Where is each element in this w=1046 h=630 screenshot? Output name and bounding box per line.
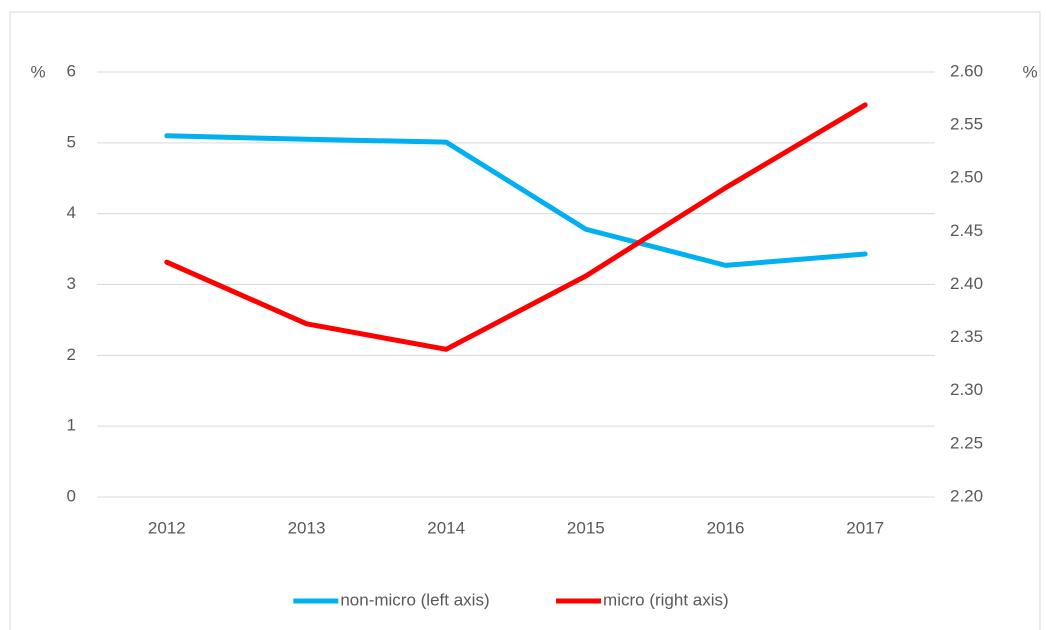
y-tick-label: 3 — [67, 274, 76, 293]
y-tick-label: 1 — [67, 416, 76, 435]
chart-border — [9, 11, 1041, 630]
y2-tick-label: 2.55 — [950, 115, 983, 134]
y2-tick-label: 2.45 — [950, 221, 983, 240]
series-line — [164, 133, 868, 268]
series-line — [164, 102, 868, 352]
y-axis-label: % — [30, 62, 45, 81]
x-tick-label: 2017 — [846, 518, 884, 537]
y2-tick-label: 2.60 — [950, 61, 983, 80]
x-tick-label: 2013 — [288, 518, 326, 537]
y2-tick-label: 2.25 — [950, 433, 983, 452]
x-tick-label: 2016 — [707, 518, 745, 537]
x-tick-label: 2012 — [148, 518, 186, 537]
y2-tick-label: 2.40 — [950, 274, 983, 293]
legend-label: non-micro (left axis) — [340, 590, 489, 609]
y2-tick-label: 2.35 — [950, 327, 983, 346]
y2-tick-label: 2.20 — [950, 486, 983, 505]
y-tick-label: 2 — [67, 345, 76, 364]
y-tick-label: 0 — [67, 486, 76, 505]
x-tick-label: 2014 — [427, 518, 465, 537]
y2-axis-label: % — [1022, 62, 1037, 81]
y-tick-label: 5 — [67, 132, 76, 151]
y-tick-label: 6 — [67, 61, 76, 80]
legend-label: micro (right axis) — [603, 590, 729, 609]
y-tick-label: 4 — [67, 203, 76, 222]
x-tick-label: 2015 — [567, 518, 605, 537]
y2-tick-label: 2.50 — [950, 168, 983, 187]
y2-tick-label: 2.30 — [950, 380, 983, 399]
